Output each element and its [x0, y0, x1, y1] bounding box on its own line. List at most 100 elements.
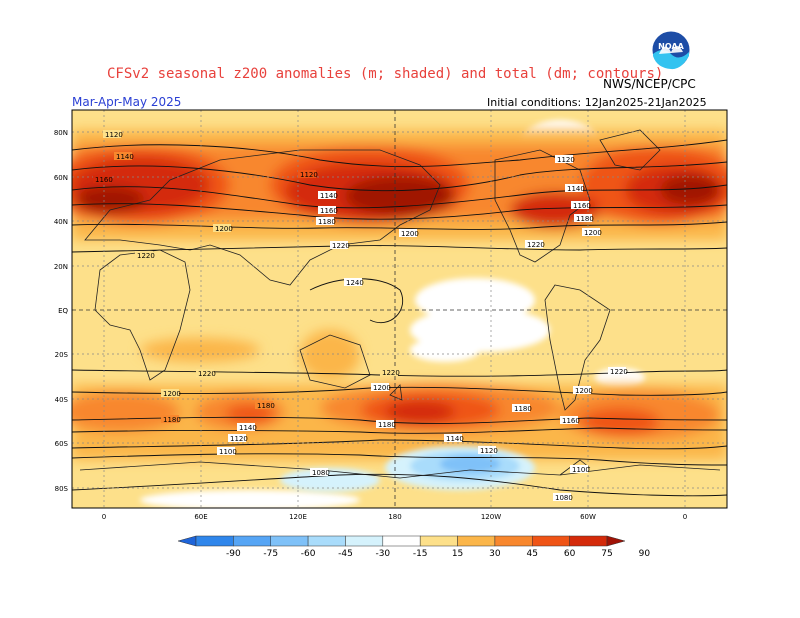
lon-label: 60E: [194, 513, 207, 521]
colorbar-segment: [382, 535, 421, 547]
colorbar-segment: [270, 535, 309, 547]
svg-text:1220: 1220: [527, 241, 545, 249]
svg-text:1080: 1080: [312, 469, 330, 477]
svg-text:1180: 1180: [163, 416, 181, 424]
svg-text:1220: 1220: [198, 370, 216, 378]
lon-label: 0: [102, 513, 106, 521]
contour-label: 1180: [255, 401, 275, 410]
colorbar-segment: [606, 535, 626, 547]
svg-text:1160: 1160: [562, 417, 580, 425]
contour-label: 1220: [330, 241, 350, 250]
contour-label: 1140: [318, 191, 338, 200]
contour-label: 1200: [573, 386, 593, 395]
lat-label: 60N: [54, 174, 68, 182]
contour-label: 1220: [525, 240, 545, 249]
colorbar-tick-label: -45: [338, 549, 353, 559]
svg-text:1200: 1200: [575, 387, 593, 395]
contour-label: 1180: [316, 217, 336, 226]
noaa-logo: NOAA: [651, 30, 691, 74]
svg-text:1120: 1120: [105, 131, 123, 139]
lon-label: 0: [683, 513, 687, 521]
lon-label: 60W: [580, 513, 596, 521]
contour-label: 1200: [399, 229, 419, 238]
contour-label: 1220: [608, 367, 628, 376]
svg-text:1100: 1100: [219, 448, 237, 456]
lat-label: 80S: [55, 485, 69, 493]
svg-text:1200: 1200: [584, 229, 602, 237]
svg-text:1220: 1220: [137, 252, 155, 260]
agency-label: NWS/NCEP/CPC: [603, 77, 696, 91]
svg-text:1140: 1140: [116, 153, 134, 161]
svg-text:1160: 1160: [95, 176, 113, 184]
lon-label: 120E: [289, 513, 307, 521]
contour-label: 1200: [582, 228, 602, 237]
longitude-labels: 0 60E 120E 180 120W 60W 0: [102, 513, 687, 521]
lon-label: 120W: [481, 513, 501, 521]
svg-text:1120: 1120: [230, 435, 248, 443]
contour-label: 1160: [318, 206, 338, 215]
lat-label: EQ: [58, 307, 68, 315]
contour-label: 1100: [217, 447, 237, 456]
colorbar-segment: [195, 535, 234, 547]
lon-label: 180: [388, 513, 401, 521]
svg-text:1120: 1120: [557, 156, 575, 164]
colorbar-segment: [457, 535, 496, 547]
graticule: [72, 110, 727, 508]
contour-label: 1160: [560, 416, 580, 425]
colorbar-segment: [177, 535, 197, 547]
contour-label: 1120: [228, 434, 248, 443]
colorbar-segment: [233, 535, 271, 547]
contour-label: 1080: [553, 493, 573, 502]
contour-labels: 1120 1140 1160 1120 1140 1160 1180 1200 …: [93, 130, 628, 502]
contour-label: 1100: [570, 465, 590, 474]
contour-label: 1080: [310, 468, 330, 477]
svg-text:1180: 1180: [378, 421, 396, 429]
lat-label: 20N: [54, 263, 68, 271]
initial-conditions-label: Initial conditions: 12Jan2025-21Jan2025: [487, 96, 707, 109]
colorbar-segment: [532, 535, 570, 547]
colorbar-tick-label: -60: [301, 549, 316, 559]
svg-text:1200: 1200: [401, 230, 419, 238]
logo-text: NOAA: [658, 42, 684, 51]
contour-label: 1180: [161, 415, 181, 424]
colorbar-tick-label: -75: [263, 549, 278, 559]
colorbar-segment: [345, 535, 384, 547]
svg-text:1220: 1220: [332, 242, 350, 250]
colorbar-tick-label: -15: [413, 549, 428, 559]
svg-text:1120: 1120: [300, 171, 318, 179]
lat-label: 60S: [55, 440, 69, 448]
svg-text:1200: 1200: [215, 225, 233, 233]
colorbar-segment: [494, 535, 533, 547]
colorbar-tick-label: 45: [527, 549, 538, 559]
contour-label: 1140: [237, 423, 257, 432]
contour-label: 1120: [555, 155, 575, 164]
svg-text:1160: 1160: [320, 207, 338, 215]
colorbar-segment: [307, 535, 346, 547]
svg-text:1140: 1140: [567, 185, 585, 193]
contour-label: 1200: [161, 389, 181, 398]
svg-text:1140: 1140: [320, 192, 338, 200]
colorbar-segment: [419, 535, 458, 547]
lat-label: 40S: [55, 396, 69, 404]
svg-text:1200: 1200: [163, 390, 181, 398]
svg-text:1180: 1180: [576, 215, 594, 223]
svg-text:1200: 1200: [373, 384, 391, 392]
lat-label: 40N: [54, 218, 68, 226]
contour-label: 1160: [93, 175, 113, 184]
colorbar-segment: [569, 535, 608, 547]
svg-text:1120: 1120: [480, 447, 498, 455]
shaded-field: [72, 110, 727, 508]
colorbar-tick-label: -30: [375, 549, 390, 559]
contour-label: 1220: [196, 369, 216, 378]
contour-label: 1220: [135, 251, 155, 260]
svg-text:1180: 1180: [318, 218, 336, 226]
svg-text:1140: 1140: [239, 424, 257, 432]
contour-label: 1120: [478, 446, 498, 455]
figure-title: CFSv2 seasonal z200 anomalies (m; shaded…: [107, 66, 664, 82]
lat-label: 20S: [55, 351, 69, 359]
colorbar-tick-label: 75: [601, 549, 612, 559]
svg-text:1180: 1180: [514, 405, 532, 413]
svg-text:1240: 1240: [346, 279, 364, 287]
lat-label: 80N: [54, 129, 68, 137]
